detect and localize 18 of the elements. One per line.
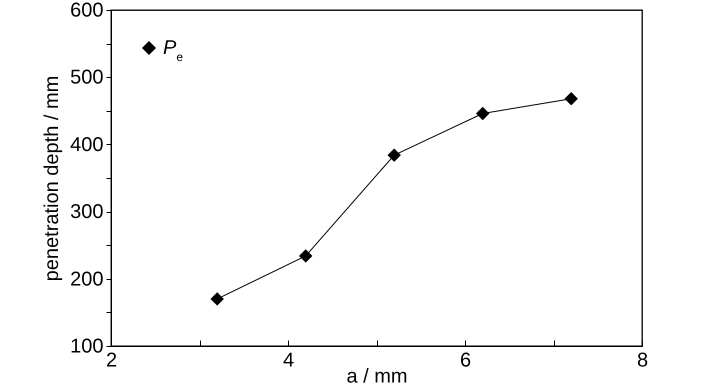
y-tick-label: 100 bbox=[70, 336, 104, 358]
y-tick-label: 300 bbox=[70, 201, 104, 224]
x-tick-label: 8 bbox=[636, 350, 648, 372]
y-tick-label: 200 bbox=[70, 268, 104, 290]
legend-label: P$_{e}$ bbox=[163, 37, 184, 64]
point bbox=[564, 92, 578, 106]
x-tick-label: 6 bbox=[460, 350, 472, 372]
point bbox=[298, 249, 312, 263]
x-axis-title: a / mm bbox=[346, 366, 408, 388]
point bbox=[387, 148, 401, 162]
y-axis-title: penetration depth / mm bbox=[41, 76, 64, 282]
x-tick-label: 4 bbox=[282, 350, 294, 372]
point bbox=[476, 106, 490, 120]
point bbox=[210, 292, 224, 306]
y-tick-label: 500 bbox=[70, 66, 104, 89]
y-tick-label: 400 bbox=[70, 134, 104, 156]
x-tick-label: 2 bbox=[106, 350, 118, 372]
y-tick-label: 600 bbox=[70, 0, 104, 22]
